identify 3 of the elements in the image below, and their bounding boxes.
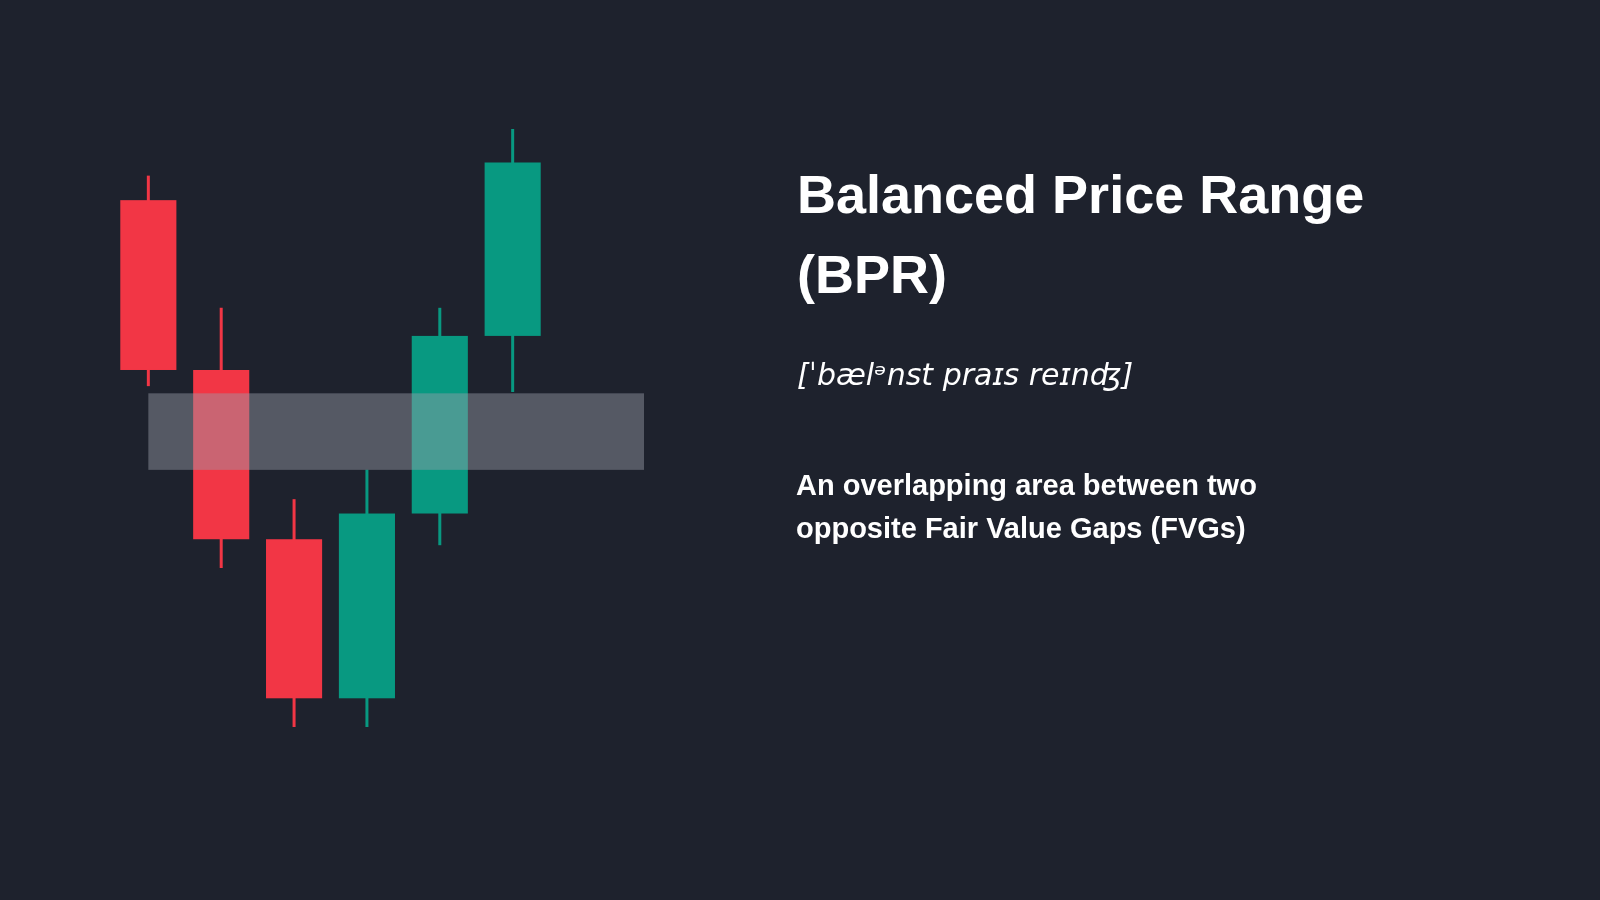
text: [ˈbælᵊnst praɪs reɪnʤ] <box>797 357 1134 392</box>
text: Balanced Price Range (BPR) <box>797 164 1365 304</box>
text: An overlapping area between two opposite Fair Value Gaps (FVGs) <box>796 469 1257 544</box>
